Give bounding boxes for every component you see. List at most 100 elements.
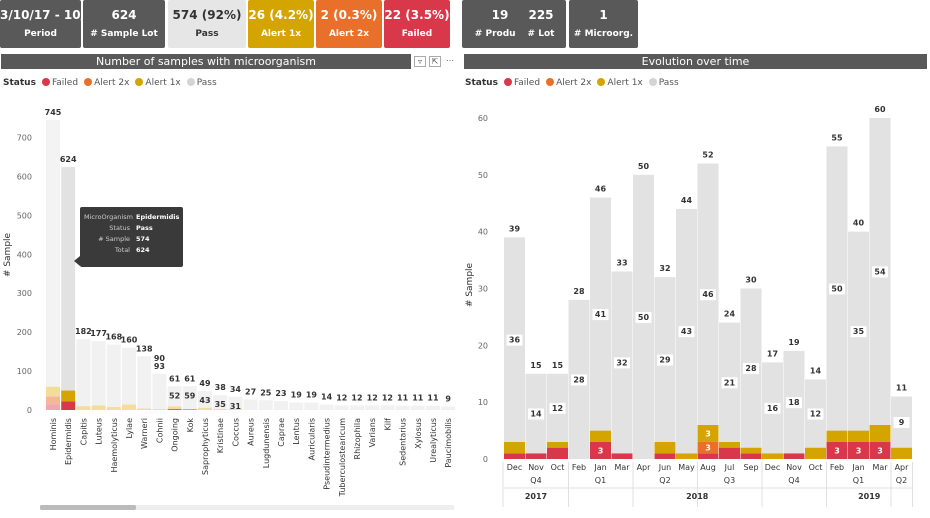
bar-alert-2x[interactable]	[167, 408, 182, 410]
bar-pass[interactable]	[243, 399, 258, 410]
bar-failed[interactable]	[61, 401, 76, 410]
bar-alert-1x[interactable]	[61, 390, 76, 402]
bar-alert-2x[interactable]	[46, 396, 60, 405]
bar-alert-1x[interactable]	[891, 447, 912, 459]
bar-pass[interactable]	[274, 401, 288, 410]
filter-icon[interactable]: ▿	[414, 56, 426, 67]
bar-pass[interactable]	[137, 356, 152, 409]
bar-pass[interactable]	[46, 119, 60, 387]
total-label: 11	[896, 383, 908, 392]
bar-pass[interactable]	[152, 373, 167, 409]
bar-pass[interactable]	[334, 405, 349, 410]
kpi-card[interactable]: 574 (92%) Pass	[168, 0, 246, 48]
bar-failed[interactable]	[504, 453, 525, 459]
x-tick-label: Tuberculostearicum	[338, 418, 347, 498]
bar-pass[interactable]	[319, 404, 334, 410]
bar-pass[interactable]	[198, 390, 212, 408]
bar-pass[interactable]	[167, 386, 182, 407]
bar-alert-1x[interactable]	[91, 405, 106, 410]
bar-pass[interactable]	[61, 167, 76, 391]
bar-alert-1x[interactable]	[106, 406, 121, 410]
bar-alert-1x[interactable]	[152, 408, 167, 410]
kpi-card[interactable]: 624 # Sample Lot	[83, 0, 165, 48]
bar-alert-1x[interactable]	[590, 430, 611, 442]
kpi-card[interactable]: 26 (4.2%) Alert 1x	[248, 0, 314, 48]
bar-failed[interactable]	[697, 453, 719, 459]
bar-alert-1x[interactable]	[762, 453, 783, 459]
bar-alert-1x[interactable]	[826, 430, 848, 442]
bar-alert-2x[interactable]	[182, 409, 197, 410]
bar-pass[interactable]	[441, 406, 456, 410]
bar-alert-1x[interactable]	[805, 447, 826, 459]
bar-failed[interactable]	[590, 441, 611, 459]
bar-failed[interactable]	[719, 447, 740, 459]
bar-pass[interactable]	[76, 339, 91, 407]
bar-failed[interactable]	[525, 453, 547, 459]
bar-pass[interactable]	[289, 402, 304, 410]
bar-pass[interactable]	[365, 405, 380, 410]
bar-pass[interactable]	[426, 405, 440, 410]
legend-item[interactable]: Alert 2x	[94, 78, 130, 88]
x-tick-label: Coccus	[231, 418, 240, 447]
focus-mode-icon[interactable]: ⇱	[429, 56, 441, 67]
bar-alert-1x[interactable]	[848, 430, 869, 442]
bar-alert-1x[interactable]	[76, 406, 91, 410]
y-tick-label: 0	[483, 455, 488, 464]
bar-pass[interactable]	[106, 344, 121, 407]
legend-item[interactable]: Failed	[51, 78, 79, 88]
bar-pass[interactable]	[91, 341, 106, 406]
bar-alert-1x[interactable]	[654, 441, 676, 454]
more-options-icon[interactable]: ⋯	[444, 56, 456, 67]
bar-failed[interactable]	[46, 404, 60, 410]
legend-item[interactable]: Alert 1x	[145, 78, 181, 88]
bar-pass[interactable]	[213, 395, 228, 409]
total-label: 138	[136, 344, 153, 353]
bar-alert-1x[interactable]	[137, 408, 152, 410]
bar-failed[interactable]	[547, 447, 568, 459]
bar-pass[interactable]	[395, 405, 410, 410]
bar-failed[interactable]	[783, 453, 805, 459]
bar-failed[interactable]	[654, 453, 676, 459]
legend-item[interactable]: Failed	[513, 78, 541, 88]
bar-pass[interactable]	[350, 405, 364, 410]
kpi-label: Alert 2x	[328, 29, 370, 39]
pass-label: 50	[638, 313, 650, 322]
bar-alert-1x[interactable]	[740, 447, 762, 454]
bar-failed[interactable]	[826, 441, 848, 459]
horizontal-scrollbar[interactable]	[40, 505, 454, 510]
bar-pass[interactable]	[228, 396, 243, 409]
bar-failed[interactable]	[740, 453, 762, 459]
bar-alert-1x[interactable]	[697, 424, 719, 442]
bar-alert-1x[interactable]	[719, 441, 740, 448]
kpi-card[interactable]: 2 (0.3%) Alert 2x	[316, 0, 382, 48]
kpi-card[interactable]: 1 # Microorg.	[569, 0, 638, 48]
legend-item[interactable]: Alert 2x	[556, 78, 592, 88]
kpi-card[interactable]: 22 (3.5%) Failed	[384, 0, 450, 48]
scrollbar-thumb[interactable]	[40, 505, 136, 510]
bar-pass[interactable]	[258, 400, 273, 410]
bar-failed[interactable]	[848, 441, 869, 459]
bar-alert-1x[interactable]	[676, 453, 697, 459]
bar-pass[interactable]	[304, 402, 319, 410]
bar-alert-1x[interactable]	[122, 404, 136, 410]
legend-item[interactable]: Alert 1x	[607, 78, 643, 88]
kpi-card[interactable]: 3/10/17 - 10/4/19 Period	[0, 0, 114, 48]
bar-pass[interactable]	[182, 386, 197, 410]
kpi-card[interactable]: 225 # Lot	[516, 0, 566, 48]
bar-alert-1x[interactable]	[46, 386, 60, 397]
bar-alert-1x[interactable]	[167, 406, 182, 409]
bar-alert-1x[interactable]	[504, 441, 525, 454]
bar-pass[interactable]	[380, 405, 395, 410]
legend-item[interactable]: Pass	[658, 78, 679, 88]
bar-failed[interactable]	[869, 441, 891, 459]
bar-pass[interactable]	[122, 347, 136, 405]
bar-alert-1x[interactable]	[213, 408, 228, 410]
legend-item[interactable]: Pass	[196, 78, 217, 88]
bar-failed[interactable]	[611, 453, 633, 459]
bar-alert-1x[interactable]	[547, 441, 568, 448]
bar-alert-2x[interactable]	[697, 441, 719, 454]
bar-alert-1x[interactable]	[228, 408, 243, 410]
bar-alert-1x[interactable]	[198, 407, 212, 410]
bar-alert-1x[interactable]	[869, 424, 891, 442]
bar-pass[interactable]	[410, 405, 425, 410]
